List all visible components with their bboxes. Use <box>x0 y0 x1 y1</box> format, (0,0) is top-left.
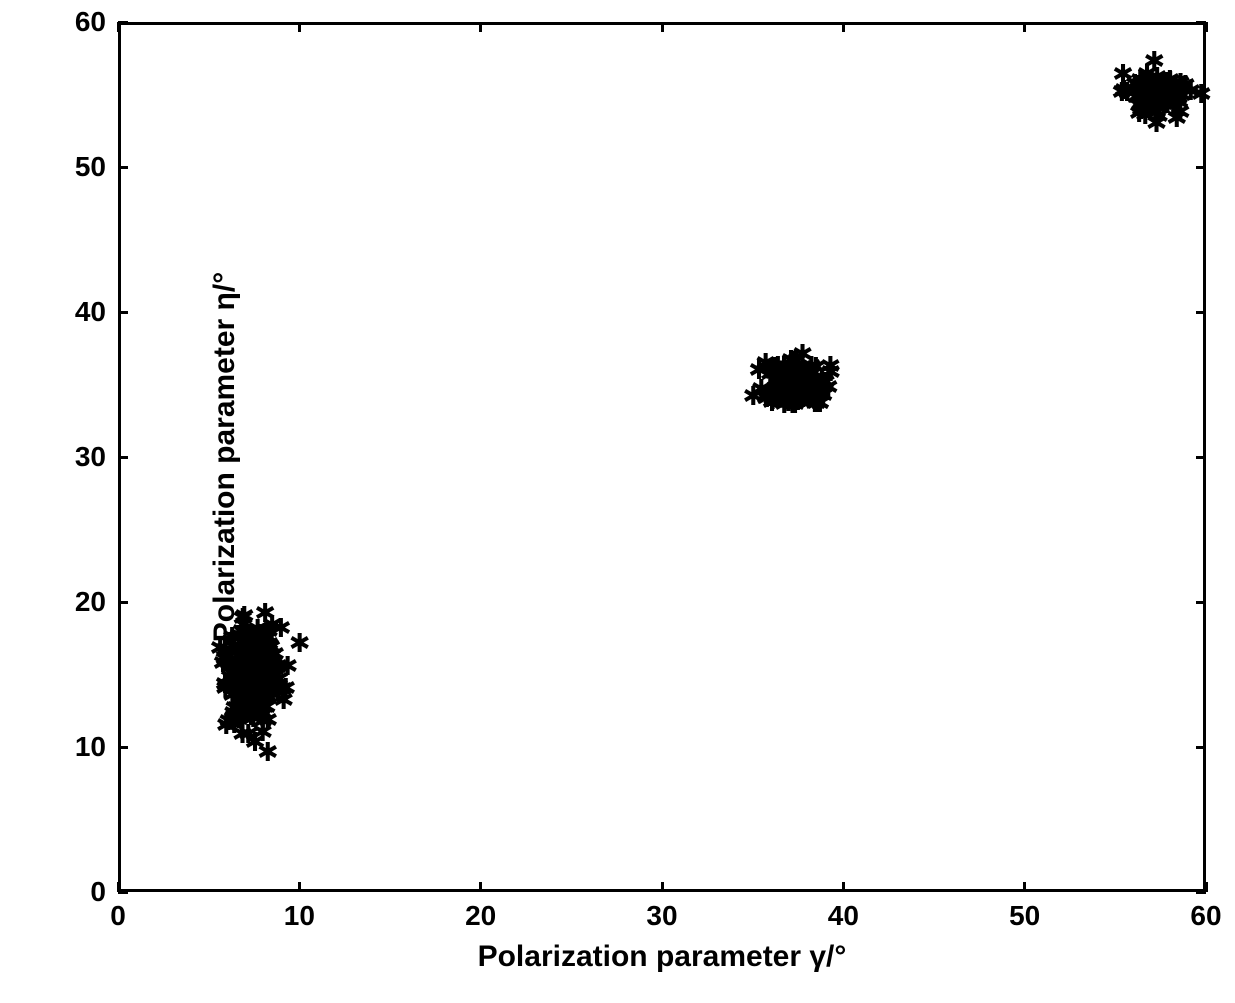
x-tick <box>661 882 664 892</box>
x-tick <box>298 22 301 32</box>
y-tick <box>118 891 128 894</box>
y-tick-label: 60 <box>75 6 106 38</box>
x-tick <box>1023 882 1026 892</box>
x-tick-label: 30 <box>646 900 677 932</box>
x-tick <box>842 22 845 32</box>
x-tick <box>1205 22 1208 32</box>
y-tick <box>118 21 128 24</box>
y-tick <box>1196 456 1206 459</box>
y-tick <box>1196 746 1206 749</box>
x-tick-label: 40 <box>828 900 859 932</box>
y-tick <box>118 311 128 314</box>
x-tick <box>479 882 482 892</box>
y-tick <box>118 456 128 459</box>
y-tick-label: 10 <box>75 731 106 763</box>
y-tick-label: 30 <box>75 441 106 473</box>
x-tick <box>117 22 120 32</box>
y-tick <box>1196 311 1206 314</box>
x-tick-label: 60 <box>1190 900 1221 932</box>
y-tick <box>1196 166 1206 169</box>
y-tick-label: 50 <box>75 151 106 183</box>
x-tick <box>1023 22 1026 32</box>
y-tick <box>118 601 128 604</box>
y-tick <box>1196 891 1206 894</box>
y-tick-label: 0 <box>90 876 106 908</box>
plot-area <box>118 22 1206 892</box>
x-tick-label: 20 <box>465 900 496 932</box>
x-tick <box>661 22 664 32</box>
scatter-chart: Polarization parameter γ/° Polarization … <box>0 0 1235 1003</box>
y-tick-label: 20 <box>75 586 106 618</box>
y-tick <box>118 746 128 749</box>
y-tick <box>1196 601 1206 604</box>
x-tick-label: 10 <box>284 900 315 932</box>
y-axis-label: Polarization parameter η/° <box>208 272 242 642</box>
x-tick-label: 0 <box>110 900 126 932</box>
x-tick <box>298 882 301 892</box>
y-tick <box>1196 21 1206 24</box>
y-tick-label: 40 <box>75 296 106 328</box>
y-tick <box>118 166 128 169</box>
x-tick <box>842 882 845 892</box>
x-tick <box>479 22 482 32</box>
x-tick-label: 50 <box>1009 900 1040 932</box>
x-axis-label: Polarization parameter γ/° <box>478 940 847 974</box>
